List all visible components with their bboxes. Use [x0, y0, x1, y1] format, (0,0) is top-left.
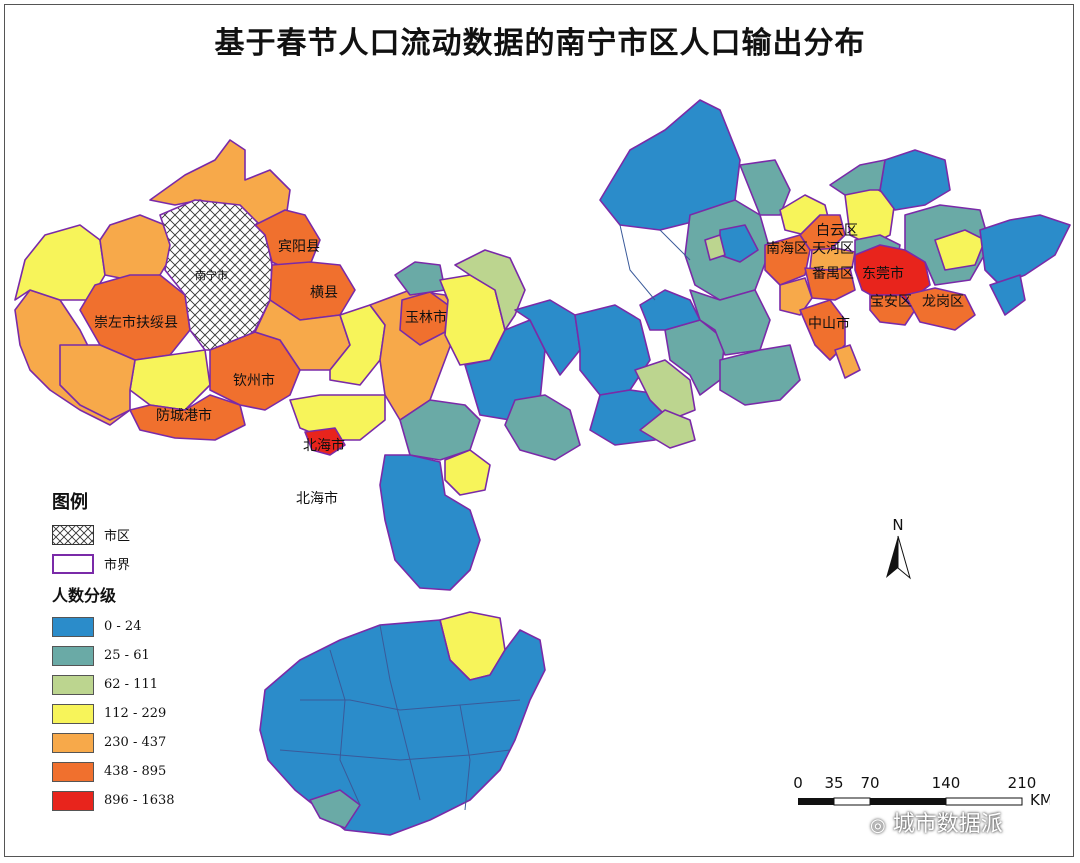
legend-class-list: 0 - 24 25 - 61 62 - 111 112 - 229 230 - 437 4…: [52, 612, 252, 815]
label-nanning: 南宁市: [195, 269, 228, 282]
label-binyang: 宾阳县: [278, 239, 320, 255]
legend-class-row: 230 - 437: [52, 728, 252, 757]
region-jiangmen: [719, 344, 801, 406]
legend-city-area-label: 市区: [104, 529, 131, 544]
legend-city-area: 市区: [52, 520, 252, 549]
region-huidong: [979, 214, 1071, 286]
legend-swatch: [52, 703, 94, 724]
map-title: 基于春节人口流动数据的南宁市区人口输出分布: [214, 26, 866, 61]
label-tianhe: 天河区: [812, 241, 854, 257]
legend-title: 图例: [52, 492, 88, 513]
crosshatch-swatch: [52, 524, 94, 545]
region-longzhou: [14, 224, 106, 301]
legend-class-row: 438 - 895: [52, 757, 252, 786]
legend-class-label: 230 - 437: [104, 735, 167, 750]
region-cenxi: [454, 249, 526, 331]
watermark: ◎ 城市数据派: [870, 806, 1003, 838]
region-yangchun: [634, 359, 696, 421]
north-arrow-icon: N: [886, 516, 911, 580]
scale-tick-35: 35: [824, 774, 843, 792]
region-zhongshan: [799, 299, 846, 361]
label-dongguan: 东莞市: [862, 266, 904, 282]
wechat-icon: ◎: [870, 815, 886, 836]
legend-swatch: [52, 761, 94, 782]
legend-swatch: [52, 790, 94, 811]
legend-swatch: [52, 645, 94, 666]
region-haifeng: [989, 274, 1026, 316]
region-ningming: [129, 349, 211, 411]
label-fusui: 崇左市扶绥县: [94, 315, 178, 331]
scale-tick-70: 70: [860, 774, 879, 792]
region-sihui: [704, 234, 726, 261]
region-leizhou: [379, 454, 481, 591]
legend-swatch: [52, 732, 94, 753]
label-baoan: 宝安区: [870, 294, 912, 310]
region-longmen: [879, 149, 951, 211]
label-hengxian: 横县: [310, 285, 338, 301]
legend: 图例 市区 市界 人数分级 0 - 24 25 - 61 62 - 111 112 -…: [52, 488, 252, 815]
region-rongxian: [394, 261, 446, 296]
legend-class-label: 0 - 24: [104, 619, 142, 634]
label-fangchenggang: 防城港市: [156, 408, 212, 424]
region-heyuan: [739, 159, 791, 216]
label-longgang: 龙岗区: [922, 294, 964, 310]
region-shaoguan: [599, 99, 741, 231]
region-hainan-south: [309, 789, 361, 829]
legend-swatch: [52, 674, 94, 695]
region-nanhai: [764, 234, 811, 286]
region-boluo: [934, 229, 986, 271]
legend-class-row: 62 - 111: [52, 670, 252, 699]
legend-class-label: 62 - 111: [104, 677, 159, 692]
region-gaozhou: [574, 304, 651, 396]
legend-city-boundary: 市界: [52, 549, 252, 578]
region-maoming: [504, 394, 581, 461]
label-qinzhou: 钦州市: [233, 373, 275, 389]
legend-class-row: 112 - 229: [52, 699, 252, 728]
region-suixi: [444, 449, 491, 496]
legend-class-row: 896 - 1638: [52, 786, 252, 815]
label-beihai-sea: 北海市: [296, 491, 338, 507]
label-beihai-port: 北海市: [303, 438, 345, 454]
region-xinfeng: [829, 159, 886, 196]
region-taishan: [639, 409, 696, 449]
legend-class-label: 25 - 61: [104, 648, 150, 663]
legend-class-label: 112 - 229: [104, 706, 167, 721]
label-yulin: 玉林市: [405, 310, 447, 326]
region-longgang: [904, 287, 976, 331]
scale-tick-140: 140: [932, 774, 961, 792]
scale-tick-0: 0: [793, 774, 803, 792]
scale-tick-210: 210: [1008, 774, 1037, 792]
legend-class-row: 25 - 61: [52, 641, 252, 670]
legend-class-title: 人数分级: [52, 586, 117, 605]
north-label: N: [892, 516, 903, 534]
label-baiyun: 白云区: [816, 223, 858, 239]
region-shunde: [779, 277, 813, 316]
region-beihai-red: [304, 427, 346, 456]
region-zhuhai: [834, 344, 861, 379]
boundary-swatch: [52, 553, 94, 574]
legend-class-label: 896 - 1638: [104, 793, 175, 808]
legend-class-row: 0 - 24: [52, 612, 252, 641]
label-panyu: 番禺区: [812, 266, 854, 282]
legend-class-label: 438 - 895: [104, 764, 167, 779]
label-nanhai: 南海区: [766, 241, 808, 257]
legend-swatch: [52, 616, 94, 637]
region-huazhou: [514, 299, 581, 376]
region-fangchenggang: [129, 394, 246, 441]
legend-city-boundary-label: 市界: [104, 558, 131, 573]
region-baoan: [869, 294, 916, 326]
watermark-text: 城市数据派: [892, 812, 1003, 837]
label-zhongshan: 中山市: [808, 316, 850, 332]
scale-unit: KM: [1030, 791, 1050, 809]
scale-bar: 0 35 70 140 210 KM: [793, 774, 1050, 809]
region-shangsi: [59, 344, 136, 421]
